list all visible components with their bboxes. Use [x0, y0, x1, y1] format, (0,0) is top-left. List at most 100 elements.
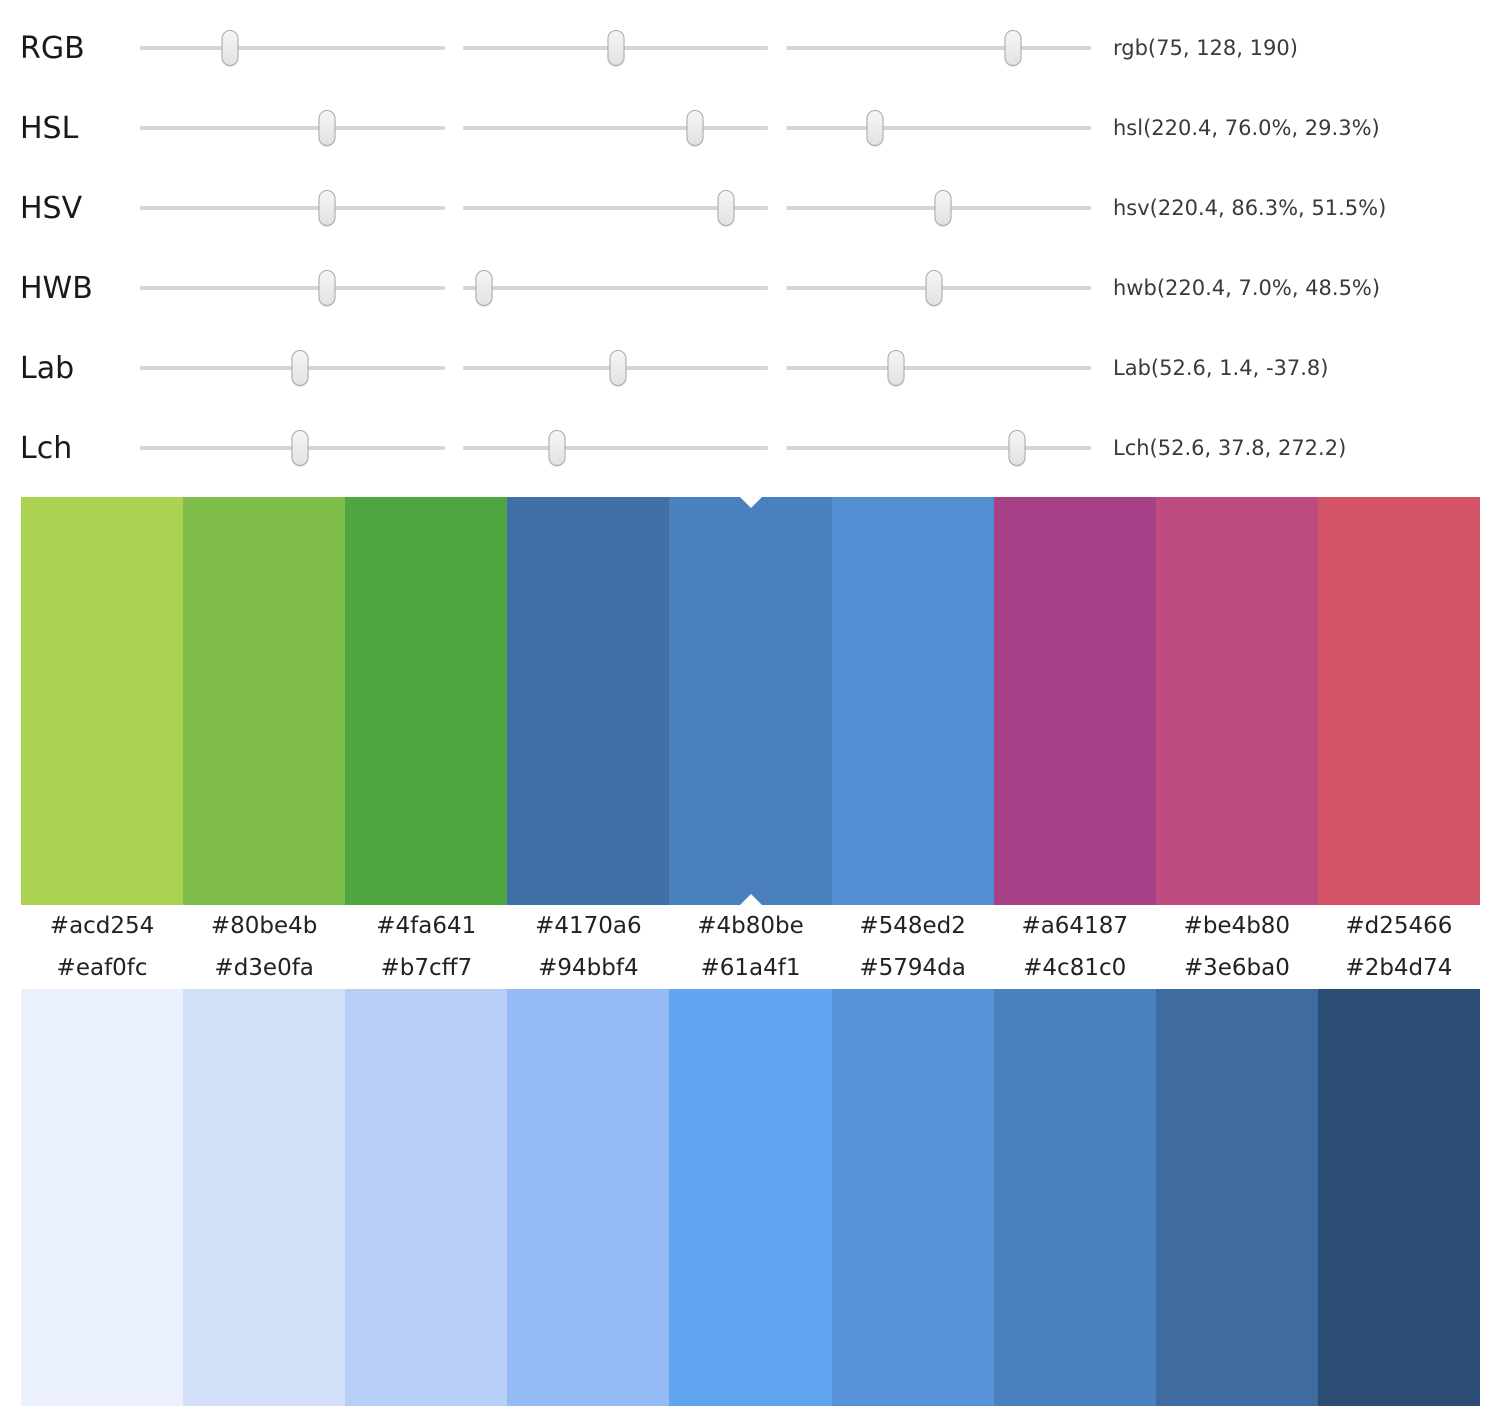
swatch-hex-label: #4fa641	[376, 913, 477, 939]
slider-row-hsl: HSL hsl(220.4, 76.0%, 29.3%)	[0, 88, 1501, 168]
slider-track-group	[140, 108, 1091, 148]
swatch-hex-label: #94bbf4	[538, 955, 639, 981]
swatch-hex-label: #4c81c0	[1023, 955, 1127, 981]
colorspace-label: HSL	[20, 110, 79, 146]
palette-top	[21, 497, 1480, 905]
swatch-hex-label: #4170a6	[535, 913, 642, 939]
slider-track-lab-3[interactable]	[786, 348, 1091, 388]
palette-top-labels: #acd254 #80be4b #4fa641 #4170a6 #4b80be #548e…	[21, 905, 1480, 947]
slider-handle-lab-1[interactable]	[291, 350, 309, 386]
slider-track-group	[140, 28, 1091, 68]
color-swatch[interactable]	[1317, 497, 1480, 905]
colorspace-label: Lab	[20, 350, 75, 386]
swatch-hex-label: #2b4d74	[1345, 955, 1453, 981]
palette-bottom	[21, 989, 1480, 1406]
color-value-text: Lab(52.6, 1.4, -37.8)	[1113, 356, 1329, 380]
slider-handle-rgb-2[interactable]	[607, 30, 625, 66]
color-swatch[interactable]	[669, 989, 832, 1406]
slider-track-rgb-2[interactable]	[463, 28, 768, 68]
slider-handle-hsv-2[interactable]	[717, 190, 735, 226]
color-swatch[interactable]	[669, 497, 832, 905]
slider-handle-lab-3[interactable]	[887, 350, 905, 386]
slider-track-lch-2[interactable]	[463, 428, 768, 468]
slider-handle-hwb-3[interactable]	[925, 270, 943, 306]
color-swatch[interactable]	[183, 497, 346, 905]
swatch-hex-label: #3e6ba0	[1183, 955, 1290, 981]
palette-bottom-labels: #eaf0fc #d3e0fa #b7cff7 #94bbf4 #61a4f1 #5794…	[21, 947, 1480, 989]
slider-handle-hsl-3[interactable]	[866, 110, 884, 146]
color-swatch[interactable]	[507, 989, 670, 1406]
color-swatch[interactable]	[345, 497, 508, 905]
color-swatch[interactable]	[21, 497, 184, 905]
slider-track-lch-3[interactable]	[786, 428, 1091, 468]
color-swatch[interactable]	[1155, 989, 1318, 1406]
slider-row-rgb: RGB rgb(75, 128, 190)	[0, 8, 1501, 88]
slider-row-hsv: HSV hsv(220.4, 86.3%, 51.5%)	[0, 168, 1501, 248]
slider-track-rgb-1[interactable]	[140, 28, 445, 68]
slider-row-lch: Lch Lch(52.6, 37.8, 272.2)	[0, 408, 1501, 488]
swatch-hex-label: #4b80be	[697, 913, 804, 939]
slider-track-group	[140, 348, 1091, 388]
color-swatch[interactable]	[831, 497, 994, 905]
selected-color-notch-bottom	[739, 894, 762, 905]
colorspace-label: HWB	[20, 270, 93, 306]
color-swatch[interactable]	[831, 989, 994, 1406]
swatch-hex-label: #b7cff7	[380, 955, 473, 981]
swatch-hex-label: #61a4f1	[700, 955, 801, 981]
slider-track-hwb-2[interactable]	[463, 268, 768, 308]
slider-track-group	[140, 428, 1091, 468]
slider-track-group	[140, 268, 1091, 308]
color-value-text: rgb(75, 128, 190)	[1113, 36, 1298, 60]
slider-handle-lch-1[interactable]	[291, 430, 309, 466]
slider-handle-rgb-3[interactable]	[1004, 30, 1022, 66]
slider-track-hsl-3[interactable]	[786, 108, 1091, 148]
slider-track-hsv-2[interactable]	[463, 188, 768, 228]
color-swatch[interactable]	[993, 989, 1156, 1406]
slider-row-hwb: HWB hwb(220.4, 7.0%, 48.5%)	[0, 248, 1501, 328]
color-swatch[interactable]	[1155, 497, 1318, 905]
slider-track-lch-1[interactable]	[140, 428, 445, 468]
slider-handle-lab-2[interactable]	[609, 350, 627, 386]
slider-track-hwb-3[interactable]	[786, 268, 1091, 308]
color-swatch[interactable]	[1317, 989, 1480, 1406]
swatch-hex-label: #80be4b	[210, 913, 318, 939]
slider-handle-rgb-1[interactable]	[221, 30, 239, 66]
swatch-hex-label: #be4b80	[1183, 913, 1291, 939]
slider-track-lab-1[interactable]	[140, 348, 445, 388]
slider-handle-hsl-2[interactable]	[686, 110, 704, 146]
swatch-hex-label: #d25466	[1345, 913, 1453, 939]
slider-handle-hwb-2[interactable]	[475, 270, 493, 306]
slider-track-hsl-2[interactable]	[463, 108, 768, 148]
slider-handle-lch-3[interactable]	[1008, 430, 1026, 466]
color-value-text: hsl(220.4, 76.0%, 29.3%)	[1113, 116, 1380, 140]
slider-track-hsl-1[interactable]	[140, 108, 445, 148]
slider-handle-lch-2[interactable]	[548, 430, 566, 466]
slider-row-lab: Lab Lab(52.6, 1.4, -37.8)	[0, 328, 1501, 408]
swatch-hex-label: #a64187	[1021, 913, 1128, 939]
slider-track-hwb-1[interactable]	[140, 268, 445, 308]
color-value-text: Lch(52.6, 37.8, 272.2)	[1113, 436, 1347, 460]
swatch-hex-label: #548ed2	[859, 913, 966, 939]
colorspace-label: Lch	[20, 430, 73, 466]
slider-handle-hsv-1[interactable]	[318, 190, 336, 226]
color-swatch[interactable]	[21, 989, 184, 1406]
slider-track-lab-2[interactable]	[463, 348, 768, 388]
color-swatch[interactable]	[345, 989, 508, 1406]
color-swatch[interactable]	[183, 989, 346, 1406]
swatch-hex-label: #eaf0fc	[56, 955, 148, 981]
slider-track-hsv-1[interactable]	[140, 188, 445, 228]
colorspace-label: HSV	[20, 190, 83, 226]
swatch-hex-label: #5794da	[859, 955, 966, 981]
color-value-text: hsv(220.4, 86.3%, 51.5%)	[1113, 196, 1387, 220]
colorspace-label: RGB	[20, 30, 85, 66]
color-swatch[interactable]	[507, 497, 670, 905]
slider-handle-hsl-1[interactable]	[318, 110, 336, 146]
swatch-hex-label: #d3e0fa	[214, 955, 314, 981]
slider-track-hsv-3[interactable]	[786, 188, 1091, 228]
slider-track-group	[140, 188, 1091, 228]
slider-handle-hwb-1[interactable]	[318, 270, 336, 306]
slider-track-rgb-3[interactable]	[786, 28, 1091, 68]
slider-handle-hsv-3[interactable]	[934, 190, 952, 226]
color-slider-rows: RGB rgb(75, 128, 190) HSL hsl(220.4, 76.0%,…	[0, 0, 1501, 488]
color-swatch[interactable]	[993, 497, 1156, 905]
